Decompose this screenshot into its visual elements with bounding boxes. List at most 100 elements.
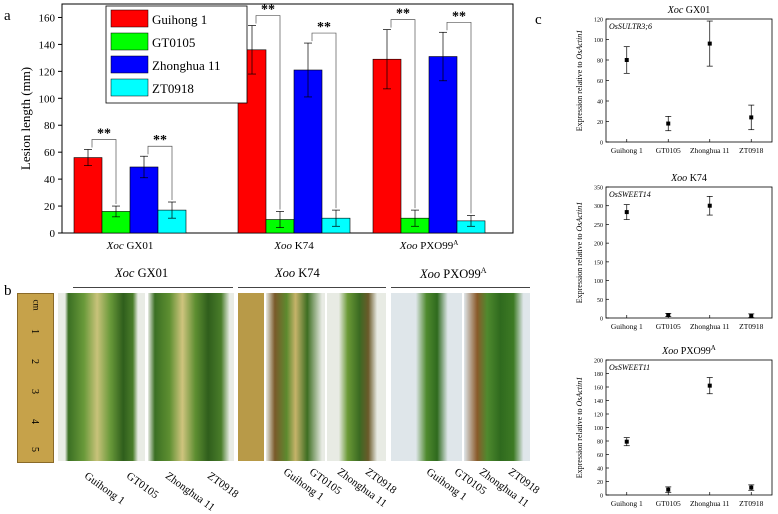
x-tick-label: ZT0918 (739, 499, 763, 508)
leaf-image-gx01-1 (58, 293, 145, 461)
significance-bracket (390, 19, 416, 209)
y-tick-label: 140 (39, 39, 56, 51)
bar-zhonghua-11 (428, 56, 458, 234)
y-tick-label: 100 (594, 38, 603, 44)
leaf-label-gx01-zt0918: ZT0918 (204, 470, 241, 501)
leaf-image-k74-2 (327, 293, 386, 461)
data-point (624, 210, 629, 215)
y-tick-label: 140 (594, 399, 603, 405)
y-tick-label: 20 (597, 480, 603, 486)
y-axis-label: Lesion length (mm) (18, 67, 33, 170)
gene-label: OsSWEET14 (609, 190, 651, 199)
data-point (707, 203, 712, 208)
significance-mark: ** (153, 133, 167, 148)
group-title-pxo99: Xoo PXO99A (420, 266, 487, 282)
x-tick-label: GT0105 (656, 322, 681, 331)
x-tick-label: GT0105 (656, 499, 681, 508)
panel-letter-c: c (535, 12, 542, 28)
data-point (749, 485, 754, 490)
group-title-gx01: Xoc GX01 (115, 266, 169, 280)
panel-letter-b: b (4, 283, 12, 299)
y-tick-label: 120 (594, 18, 603, 24)
significance-bracket (147, 145, 173, 201)
y-tick-label: 100 (39, 93, 56, 105)
data-point (707, 41, 712, 46)
y-tick-label: 40 (597, 467, 603, 473)
y-tick-label: 160 (39, 12, 56, 24)
gene-label: OsSULTR3;6 (609, 22, 652, 31)
y-tick-label: 250 (594, 223, 603, 229)
leaf-image-pxo99-1 (391, 293, 462, 461)
expression-chart-k74: Xoo K74 OsSWEET14 0 50 100 150 200 250 300 350 Exp… (575, 173, 773, 331)
y-tick-label: 60 (597, 453, 603, 459)
data-point (624, 439, 629, 444)
y-tick-label: 60 (44, 147, 56, 159)
leaf-label-gx01-gt0105: GT0105 (123, 470, 161, 502)
y-tick-label: 300 (594, 204, 603, 210)
expression-chart-gx01: Xoc GX01 OsSULTR3;6 0 20 40 60 80 100 120 Express… (575, 5, 773, 155)
x-tick-label: Zhonghua 11 (690, 322, 730, 331)
x-tick-label: ZT0918 (739, 322, 763, 331)
significance-mark: ** (396, 7, 410, 22)
ruler-mark-4: 4 (29, 419, 40, 424)
chart-title: Xoo PXO99A (661, 344, 716, 357)
significance-bracket (91, 139, 117, 205)
bar-guihong-1 (73, 157, 103, 234)
y-tick-label: 100 (594, 279, 603, 285)
x-tick-label: Guihong 1 (611, 499, 643, 508)
y-axis-label: Expression relative to OsActin1 (575, 377, 584, 479)
data-point (707, 383, 712, 388)
legend-swatch (110, 9, 149, 28)
group-title-k74: Xoo K74 (275, 266, 320, 280)
ruler: cm 1 2 3 4 5 (17, 293, 54, 463)
group-line-k74 (238, 287, 386, 288)
y-tick-label: 150 (594, 260, 603, 266)
data-point (666, 121, 671, 126)
chart-title: Xoo K74 (670, 173, 707, 184)
y-tick-label: 120 (594, 413, 603, 419)
x-category-label: Xoc GX01 (106, 240, 154, 252)
y-tick-label: 200 (594, 242, 603, 248)
leaf-image-gx01-2 (148, 293, 234, 461)
y-tick-label: 40 (597, 100, 603, 106)
lesion-length-bar-chart: 0 20 40 60 80 100 120 140 160 Lesion length (mm) *… (18, 3, 514, 252)
gene-label: OsSWEET11 (609, 363, 650, 372)
ruler-mark-1: 1 (29, 329, 40, 334)
y-tick-label: 160 (594, 386, 603, 392)
leaf-image-k74-1 (266, 293, 325, 461)
significance-mark: ** (261, 3, 275, 18)
x-category-label: Xoo K74 (273, 240, 314, 252)
significance-bracket (255, 15, 281, 210)
legend-label: GT0105 (152, 35, 195, 50)
significance-mark: ** (97, 126, 111, 141)
legend-label: Zhonghua 11 (152, 58, 220, 73)
y-tick-label: 60 (597, 79, 603, 85)
data-point (666, 487, 671, 492)
ruler-mark-cm: cm (31, 299, 42, 311)
legend-label: Guihong 1 (152, 12, 207, 27)
group-line-pxo99 (391, 287, 530, 288)
y-tick-label: 180 (594, 372, 603, 378)
significance-bracket (446, 21, 472, 214)
leaf-image-k74-ruler (238, 293, 264, 461)
y-tick-label: 0 (600, 494, 603, 500)
significance-bracket (311, 32, 337, 209)
y-tick-label: 50 (597, 298, 603, 304)
plot-frame (605, 18, 773, 143)
group-line-gx01 (73, 287, 233, 288)
plot-frame (605, 359, 773, 496)
significance-mark: ** (452, 9, 466, 24)
y-tick-label: 0 (600, 317, 603, 323)
y-tick-label: 0 (600, 141, 603, 147)
y-axis-label: Expression relative to OsActin1 (575, 30, 584, 132)
data-point (666, 313, 671, 318)
legend-swatch (110, 55, 149, 74)
y-tick-label: 350 (594, 186, 603, 192)
leaf-label-gx01-guihong1: Guihong 1 (81, 470, 127, 508)
x-tick-label: ZT0918 (739, 146, 763, 155)
y-tick-label: 200 (594, 359, 603, 365)
significance-mark: ** (317, 20, 331, 35)
chart-title: Xoc GX01 (667, 5, 711, 16)
legend-label: ZT0918 (152, 81, 194, 96)
x-tick-label: Guihong 1 (611, 322, 643, 331)
